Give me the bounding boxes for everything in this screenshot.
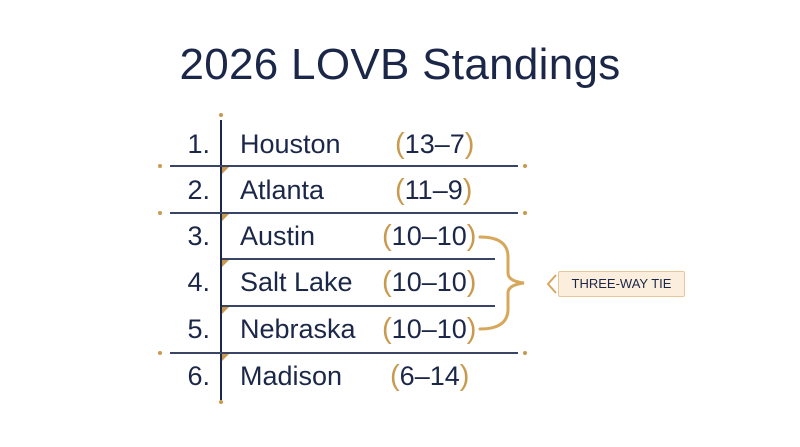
tie-bracket-icon (478, 235, 525, 331)
team-name: Madison (240, 361, 343, 391)
standings-row: 2. Atlanta (11–9) (0, 167, 800, 213)
standings-row: 4. Salt Lake (10–10) (0, 259, 800, 305)
rank-number: 4. (187, 267, 210, 297)
separator-left-dot (158, 351, 162, 355)
team-name: Salt Lake (240, 267, 353, 297)
separator-line (170, 165, 518, 167)
team-record: (6–14) (390, 360, 470, 392)
team-record: (10–10) (382, 220, 477, 252)
rank-number: 3. (187, 221, 210, 251)
team-record: (10–10) (382, 266, 477, 298)
corner-mark (222, 214, 229, 221)
rank-number: 6. (187, 361, 210, 391)
page-title: 2026 LOVB Standings (179, 40, 621, 89)
corner-mark (222, 307, 229, 314)
team-name: Atlanta (240, 175, 325, 205)
separator-line (222, 258, 495, 260)
separator-right-dot (523, 351, 527, 355)
divider-top-dot (219, 113, 223, 117)
separator-left-dot (158, 211, 162, 215)
tie-pointer-icon (546, 274, 557, 294)
team-record: (10–10) (382, 313, 477, 345)
separator-line (170, 212, 518, 214)
team-record: (13–7) (395, 128, 475, 160)
team-record: (11–9) (395, 174, 473, 206)
standings-row: 5. Nebraska (10–10) (0, 306, 800, 352)
separator-right-dot (523, 164, 527, 168)
standings-row: 1. Houston (13–7) (0, 121, 800, 167)
team-name: Austin (240, 221, 316, 251)
rank-number: 1. (187, 129, 210, 159)
separator-left-dot (158, 164, 162, 168)
rank-number: 5. (187, 314, 210, 344)
corner-mark (222, 260, 229, 267)
separator-line (170, 352, 518, 354)
team-name: Houston (240, 129, 341, 159)
tie-label-badge: THREE-WAY TIE (558, 271, 685, 297)
standings-row: 3. Austin (10–10) (0, 213, 800, 259)
rank-number: 2. (187, 175, 210, 205)
divider-bottom-dot (219, 400, 223, 404)
rank-divider-line (220, 120, 222, 400)
corner-mark (222, 354, 229, 361)
separator-line (222, 305, 495, 307)
team-name: Nebraska (240, 314, 356, 344)
standings-row: 6. Madison (6–14) (0, 353, 800, 399)
corner-mark (222, 167, 229, 174)
separator-right-dot (523, 211, 527, 215)
